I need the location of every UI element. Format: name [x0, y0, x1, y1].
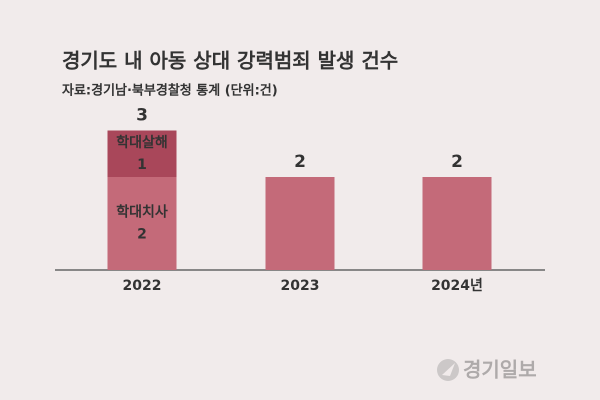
bar-segment: [107, 130, 177, 177]
value-label: 3: [136, 106, 148, 126]
chart-subtitle: 자료:경기남·북부경찰청 통계 (단위:건): [62, 83, 278, 99]
bar-segment: [107, 177, 177, 270]
logo: 경기일보: [463, 358, 537, 382]
x-tick-label: 2024년: [431, 278, 483, 294]
bar: [265, 177, 335, 270]
value-label: 2: [451, 152, 463, 172]
value-label: 2: [294, 152, 306, 172]
x-tick-label: 2023: [281, 278, 320, 294]
segment-value: 2: [137, 227, 147, 243]
x-tick-label: 2022: [123, 278, 162, 294]
segment-name: 학대살해: [116, 134, 168, 151]
segment-value: 1: [137, 157, 147, 173]
watermark: 경기일보: [437, 358, 537, 382]
chart-title: 경기도 내 아동 상대 강력범죄 발생 건수: [62, 49, 398, 73]
segment-name: 학대치사: [116, 205, 168, 221]
bar: [422, 177, 492, 270]
